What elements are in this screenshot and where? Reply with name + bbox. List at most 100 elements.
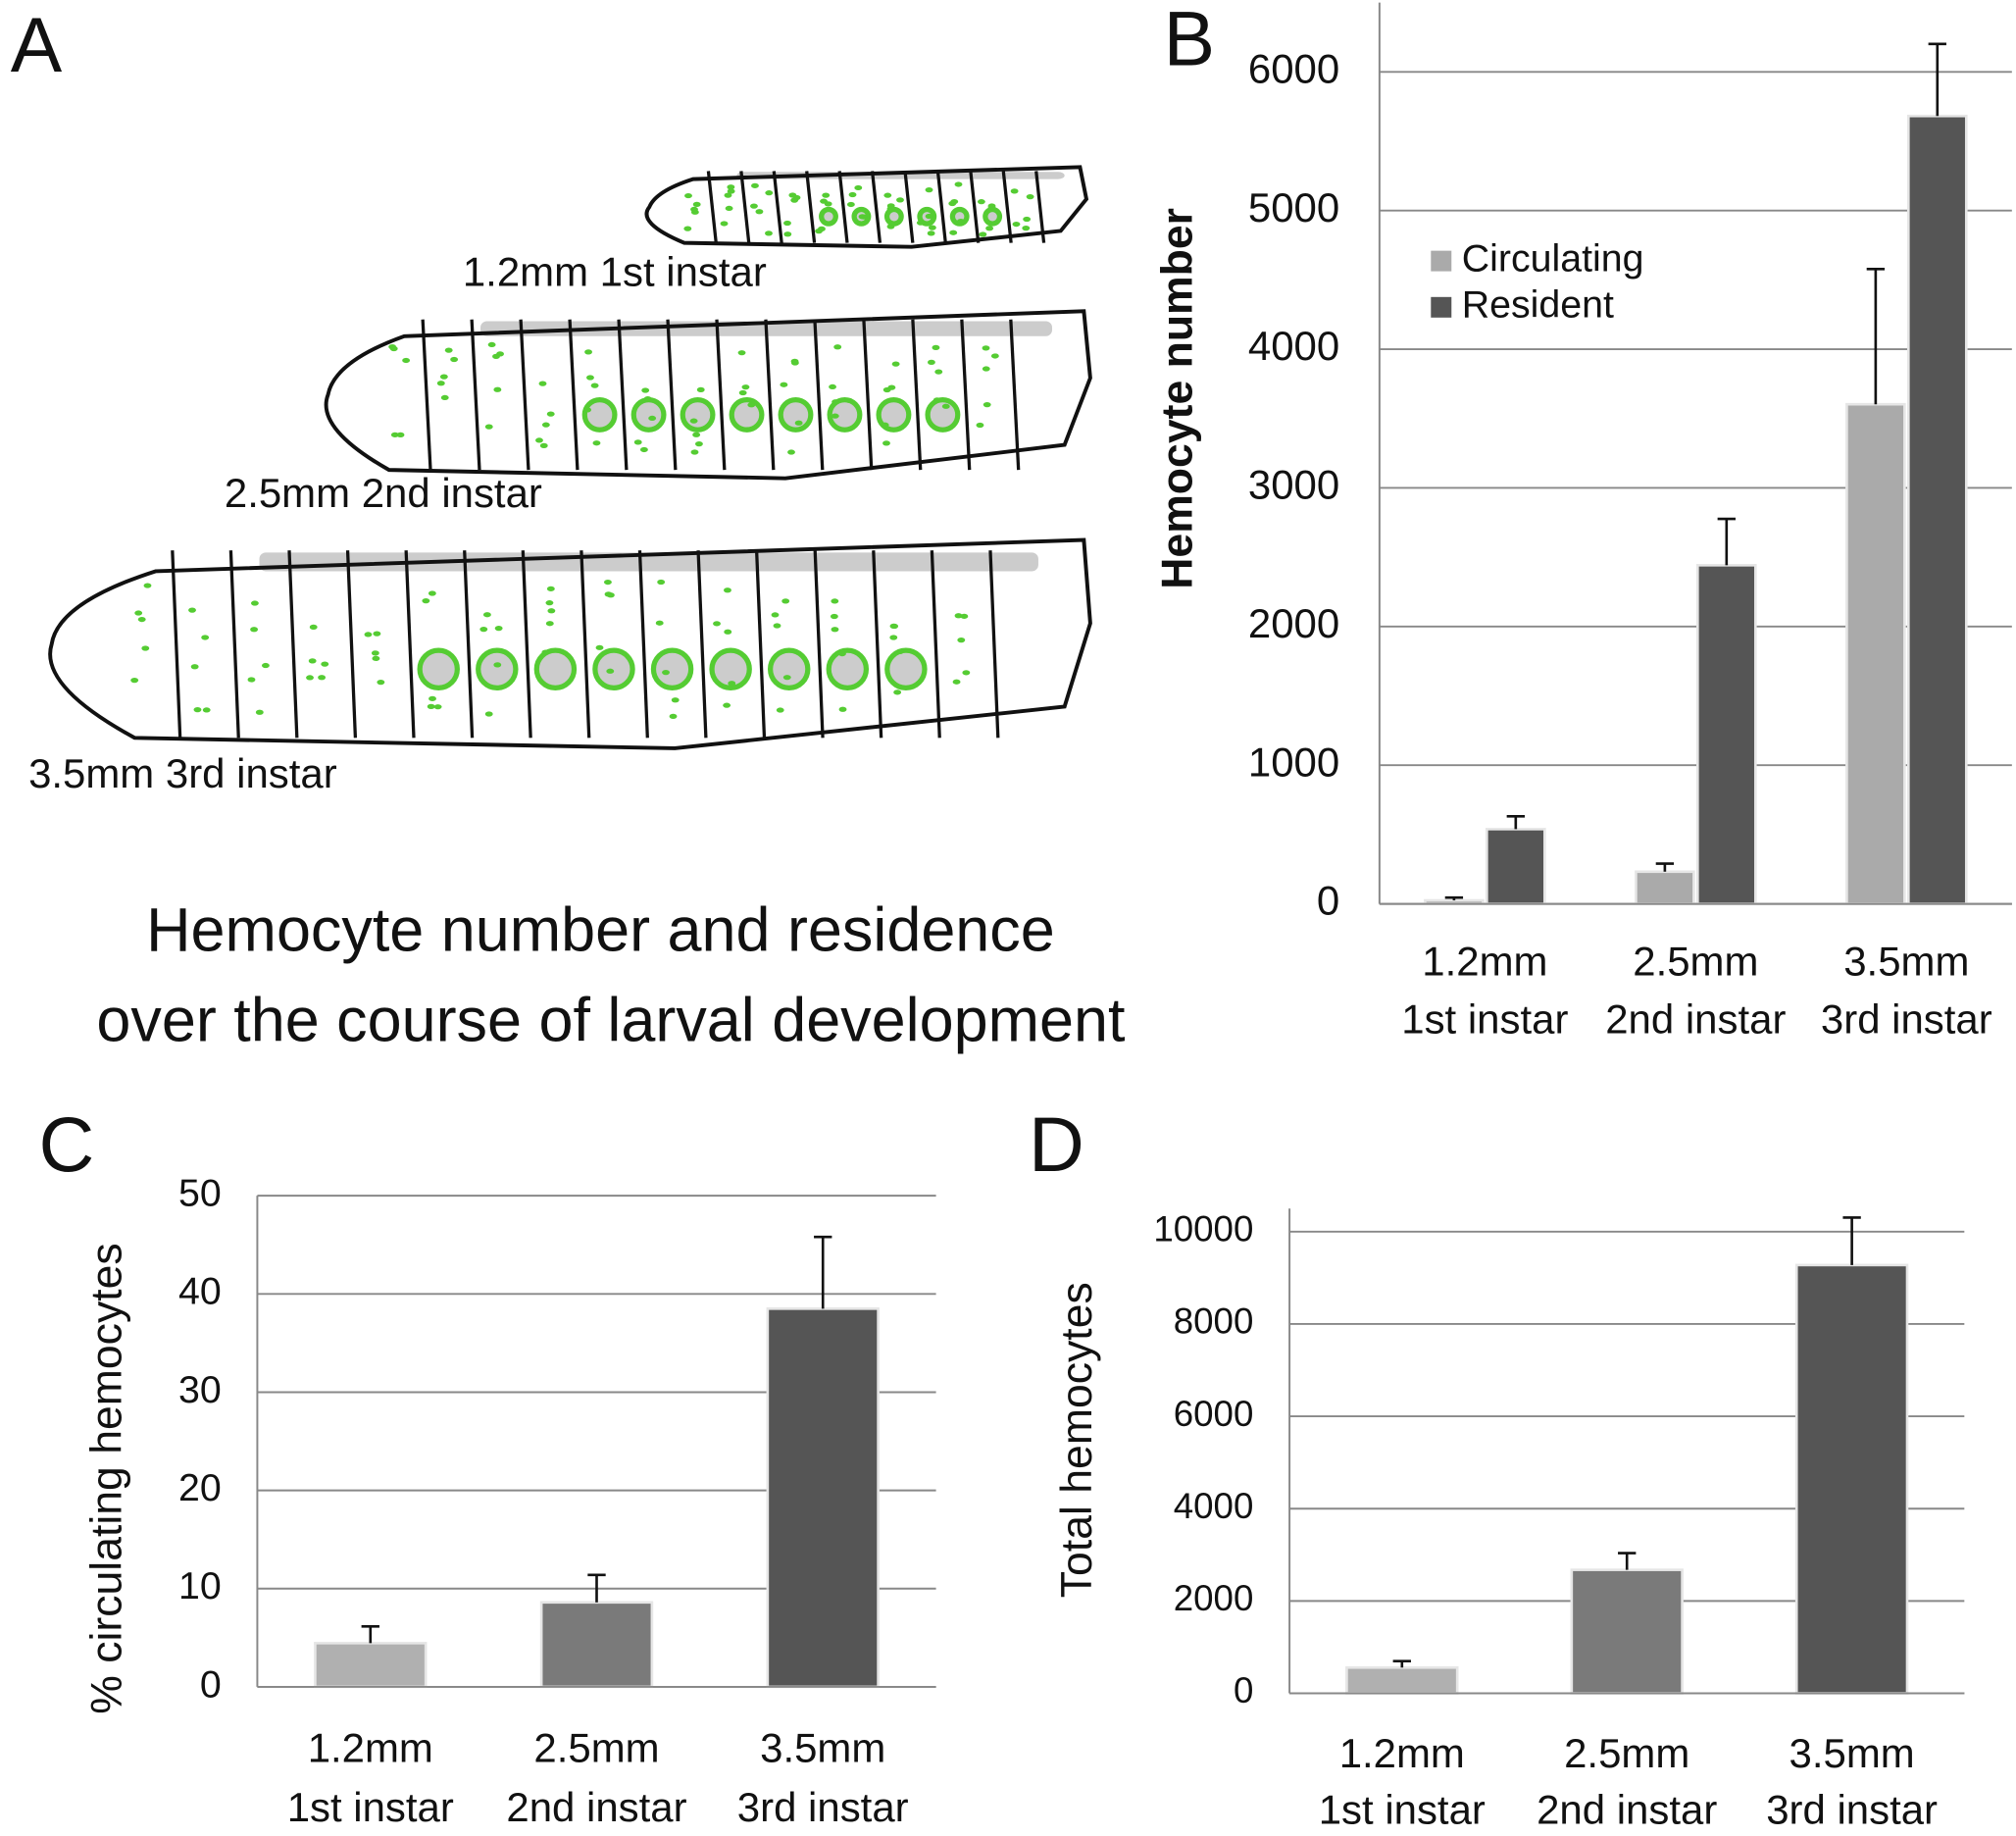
hemocyte bbox=[1022, 225, 1031, 231]
bar bbox=[766, 1307, 880, 1689]
hemocyte bbox=[948, 200, 957, 207]
segment-line bbox=[872, 550, 883, 739]
hemocyte bbox=[590, 382, 599, 388]
legend-swatch bbox=[1431, 296, 1452, 318]
hemocyte bbox=[956, 219, 965, 225]
hemocyte bbox=[773, 623, 781, 629]
hemocyte bbox=[428, 590, 436, 596]
x-tick-label: 2nd instar bbox=[1537, 1786, 1717, 1832]
hemocyte bbox=[976, 422, 984, 429]
hemocyte bbox=[639, 446, 648, 453]
x-tick-label: 1st instar bbox=[1319, 1786, 1486, 1832]
y-tick-label: 0 bbox=[1317, 878, 1339, 924]
hemocyte bbox=[962, 670, 971, 676]
segment-line bbox=[706, 171, 718, 243]
segment-line bbox=[1009, 319, 1021, 471]
hemocyte bbox=[202, 707, 211, 713]
oenocyte-cluster bbox=[533, 647, 578, 690]
hemocyte bbox=[247, 677, 256, 683]
hemocyte bbox=[751, 182, 759, 188]
segment-line bbox=[287, 550, 299, 739]
y-tick-label: 6000 bbox=[1248, 45, 1339, 91]
legend-label: Resident bbox=[1462, 283, 1614, 327]
y-tick-label: 8000 bbox=[1174, 1301, 1254, 1342]
hemocyte bbox=[690, 206, 698, 213]
y-axis-label: Total hemocytes bbox=[1053, 1282, 1101, 1598]
y-tick-label: 1000 bbox=[1248, 739, 1339, 785]
y-tick-label: 2000 bbox=[1248, 600, 1339, 646]
hemocyte bbox=[541, 649, 550, 655]
oenocyte-cluster bbox=[417, 647, 460, 690]
hemocyte bbox=[895, 648, 904, 654]
hemocyte bbox=[657, 579, 666, 586]
hemocyte bbox=[737, 350, 746, 356]
segment-line bbox=[521, 550, 532, 739]
hemocyte bbox=[193, 707, 202, 713]
larva-label: 3.5mm 3rd instar bbox=[28, 750, 337, 796]
hemocyte bbox=[830, 613, 838, 620]
hemocyte bbox=[662, 670, 670, 676]
oenocyte-cluster bbox=[729, 396, 765, 433]
hemocyte bbox=[916, 220, 925, 226]
hemocyte bbox=[738, 389, 747, 396]
hemocyte bbox=[364, 632, 373, 638]
oenocyte-cluster bbox=[680, 396, 716, 433]
hemocyte bbox=[771, 612, 780, 618]
hemocyte bbox=[934, 369, 943, 375]
segment-line bbox=[580, 550, 591, 739]
hemocyte bbox=[493, 662, 502, 668]
hemocyte bbox=[250, 600, 259, 606]
x-tick-label: 1.2mm bbox=[1339, 1730, 1465, 1776]
hemocyte bbox=[444, 347, 453, 353]
segment-line bbox=[404, 550, 416, 739]
hemocyte bbox=[433, 704, 442, 710]
hemocyte bbox=[390, 432, 399, 437]
y-tick-label: 30 bbox=[178, 1368, 222, 1411]
hemocyte bbox=[535, 437, 543, 443]
hemocyte bbox=[952, 679, 961, 685]
segment-line bbox=[837, 171, 849, 243]
hemocyte bbox=[787, 449, 795, 455]
hemocyte bbox=[979, 231, 987, 237]
hemocyte bbox=[983, 402, 991, 408]
hemocyte bbox=[1012, 221, 1021, 228]
hemocyte bbox=[728, 681, 736, 687]
hemocyte bbox=[546, 411, 555, 417]
panel-label: A bbox=[11, 2, 63, 88]
hemocyte bbox=[818, 226, 826, 232]
hemocyte bbox=[977, 199, 985, 205]
hemocyte bbox=[941, 403, 950, 409]
segment-line bbox=[805, 171, 817, 243]
hemocyte bbox=[824, 201, 832, 207]
hemocyte bbox=[927, 230, 935, 236]
hemocyte bbox=[927, 359, 935, 366]
y-tick-label: 20 bbox=[178, 1466, 222, 1509]
hemocyte bbox=[684, 192, 692, 199]
hemocyte bbox=[261, 662, 270, 669]
segment-line bbox=[935, 171, 947, 243]
hemocyte bbox=[858, 214, 867, 220]
x-tick-label: 2nd instar bbox=[506, 1784, 686, 1830]
bar bbox=[539, 1601, 654, 1689]
y-tick-label: 0 bbox=[200, 1662, 222, 1706]
hemocyte bbox=[883, 192, 892, 198]
hemocyte bbox=[584, 349, 592, 355]
hemocyte bbox=[832, 399, 840, 405]
segment-line bbox=[715, 319, 727, 471]
hemocyte bbox=[321, 661, 329, 667]
legend-swatch bbox=[1431, 250, 1452, 272]
hemocyte bbox=[838, 650, 846, 657]
hemocyte bbox=[586, 375, 594, 381]
hemocyte bbox=[428, 695, 436, 701]
hemocyte bbox=[949, 230, 958, 235]
hemocyte bbox=[396, 432, 405, 437]
hemocyte bbox=[689, 418, 698, 424]
hemocyte bbox=[255, 709, 264, 715]
hemocyte bbox=[377, 680, 385, 686]
oenocyte-cluster bbox=[819, 206, 838, 227]
segment-line bbox=[617, 319, 629, 471]
hemocyte bbox=[831, 598, 839, 604]
segment-line bbox=[470, 319, 481, 471]
hemocyte bbox=[987, 204, 996, 211]
hemocyte bbox=[925, 187, 933, 193]
